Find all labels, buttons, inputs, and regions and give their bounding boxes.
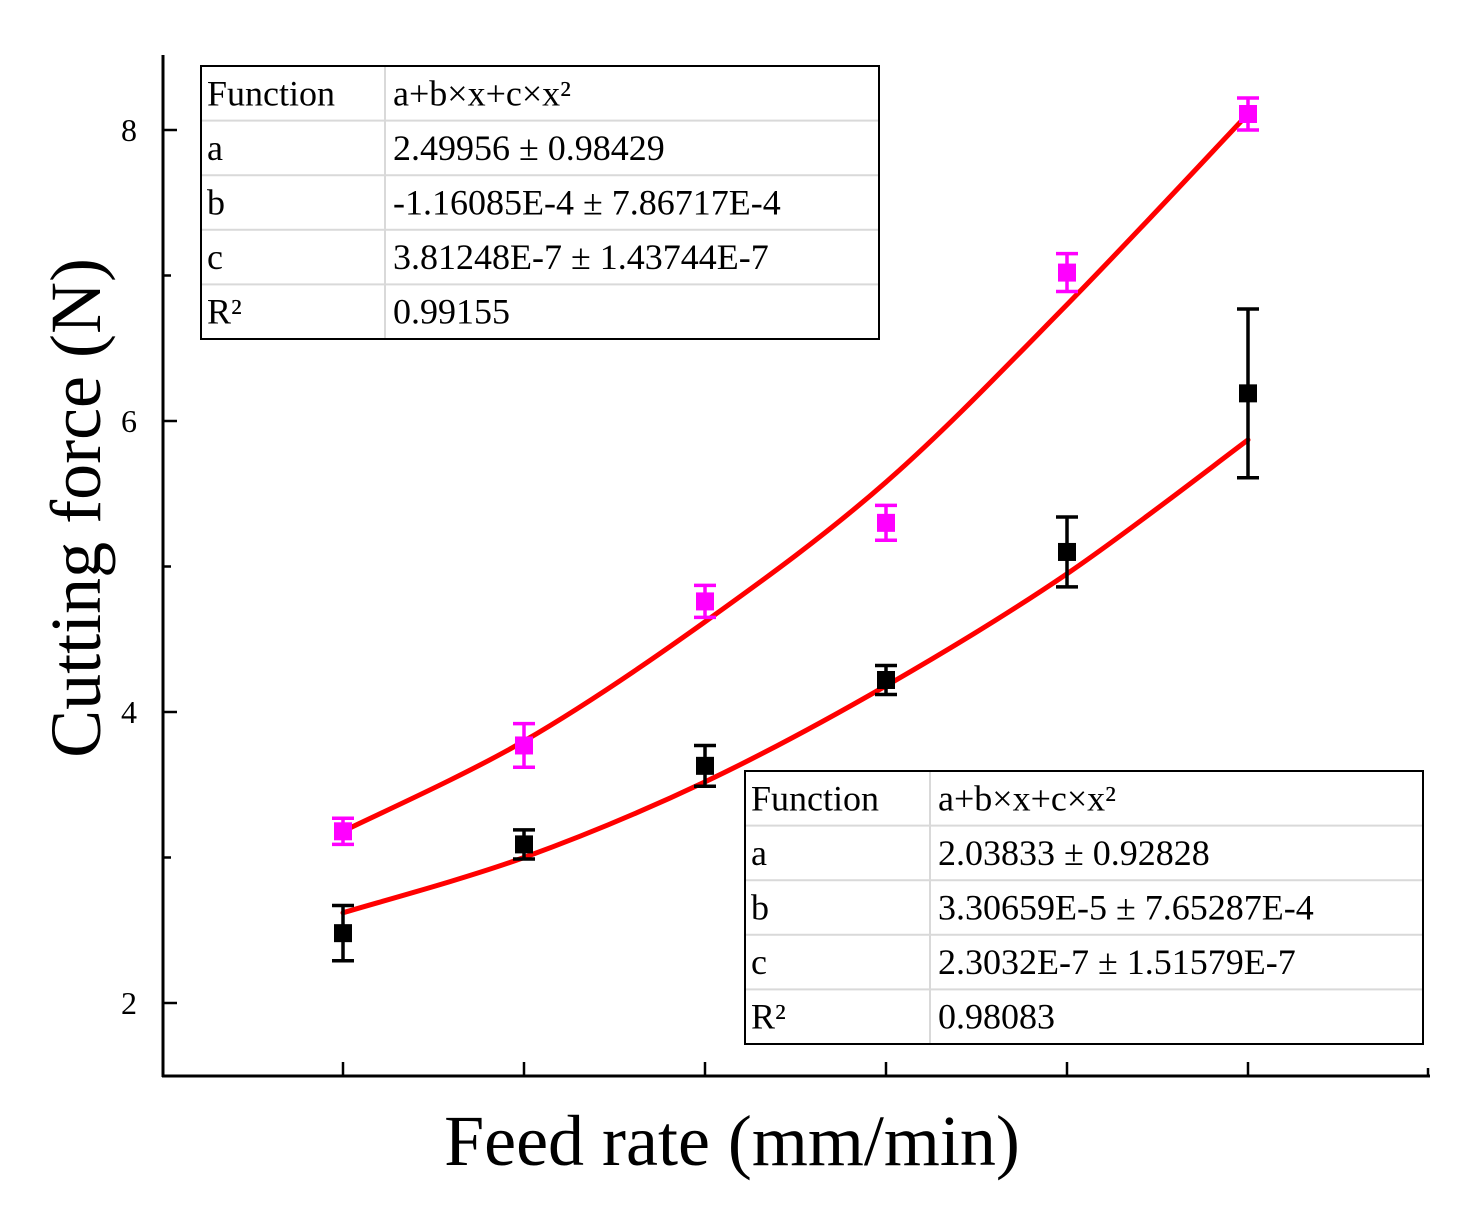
fit-table-param: a — [207, 128, 223, 168]
fit-curve-lower — [340, 437, 1251, 916]
y-tick-label: 2 — [121, 985, 137, 1021]
fit-curve-upper — [340, 111, 1251, 834]
fit-table-value: -1.16085E-4 ± 7.86717E-4 — [393, 183, 781, 223]
fit-table-value: a+b×x+c×x² — [393, 73, 571, 113]
fit-table-border — [200, 65, 880, 340]
axes-layer: 2 4 6 8 — [121, 55, 1430, 1078]
data-point — [334, 924, 352, 943]
fit-table-value: a+b×x+c×x² — [938, 778, 1116, 818]
data-point — [1058, 263, 1076, 282]
data-point — [696, 756, 714, 775]
fit-table-param: c — [751, 942, 767, 982]
fit-table-value: 3.81248E-7 ± 1.43744E-7 — [393, 237, 769, 277]
data-point — [1239, 384, 1257, 403]
fit-table-border — [744, 770, 1424, 1045]
x-axis-title: Feed rate (mm/min) — [444, 1101, 1020, 1181]
fit-table-2: Function a+b×x+c×x² a 2.03833 ± 0.92828 b 3.3… — [744, 770, 1424, 1045]
data-point — [877, 670, 895, 689]
series-lower — [332, 307, 1259, 963]
fit-table-param: Function — [207, 73, 335, 113]
y-tick-label: 8 — [121, 112, 137, 148]
data-point — [1239, 104, 1257, 123]
fit-table-value: 3.30659E-5 ± 7.65287E-4 — [938, 888, 1314, 928]
fit-table-1: Function a+b×x+c×x² a 2.49956 ± 0.98429 b -1.… — [200, 65, 880, 340]
y-tick-label: 6 — [121, 403, 137, 439]
data-point — [515, 736, 533, 755]
fit-tables-layer: Function a+b×x+c×x² a 2.49956 ± 0.98429 b -1.… — [200, 65, 1424, 1045]
fit-table-param: b — [207, 183, 225, 223]
series-upper — [332, 96, 1259, 847]
fit-table-param: R² — [207, 292, 242, 332]
data-point — [696, 592, 714, 611]
fit-table-value: 0.99155 — [393, 292, 510, 332]
data-point — [515, 835, 533, 854]
data-point — [1058, 542, 1076, 561]
fit-table-value: 2.03833 ± 0.92828 — [938, 833, 1210, 873]
fit-table-param: c — [207, 237, 223, 277]
data-point — [334, 822, 352, 841]
fit-table-value: 2.49956 ± 0.98429 — [393, 128, 665, 168]
series-layer — [332, 96, 1259, 963]
fit-table-value: 0.98083 — [938, 997, 1055, 1037]
fit-table-param: b — [751, 888, 769, 928]
data-point — [877, 513, 895, 532]
y-axis-title: Cutting force (N) — [36, 258, 116, 758]
fit-table-param: Function — [751, 778, 879, 818]
fit-table-value: 2.3032E-7 ± 1.51579E-7 — [938, 942, 1296, 982]
fit-table-param: R² — [751, 997, 786, 1037]
y-tick-label: 4 — [121, 694, 137, 730]
fit-table-param: a — [751, 833, 767, 873]
